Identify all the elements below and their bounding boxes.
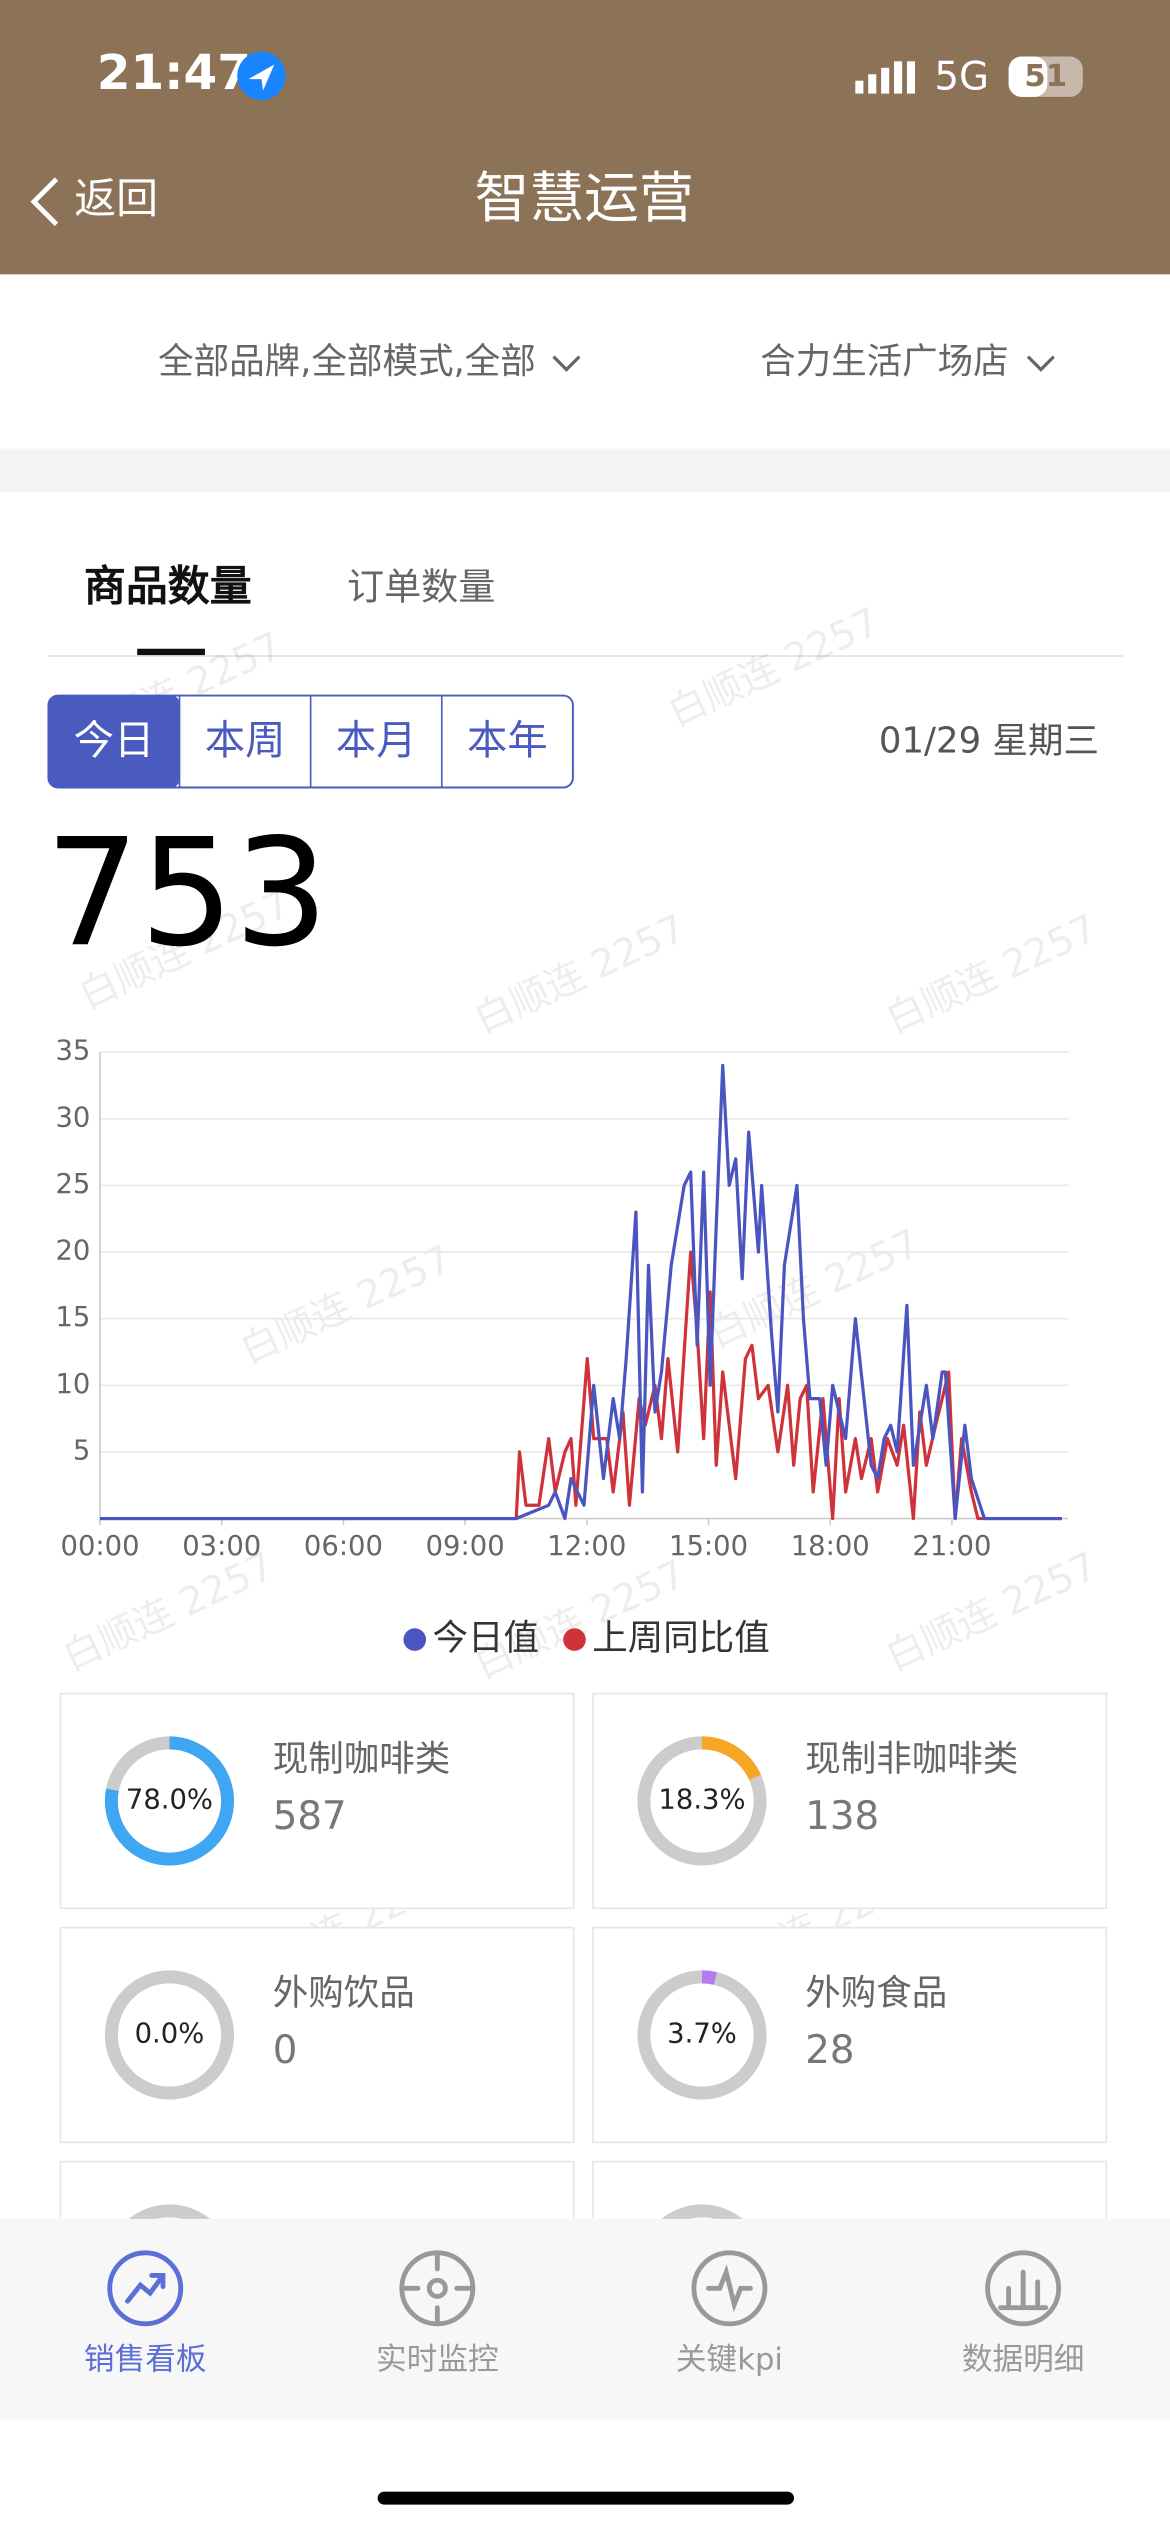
nav-glyph	[426, 2277, 448, 2299]
legend-label[interactable]: 今日值	[432, 1618, 539, 1659]
card-count: 0	[273, 2028, 298, 2073]
donut-label: 78.0%	[126, 1784, 213, 1815]
nav-icon[interactable]	[985, 2250, 1062, 2327]
card-name: 现制非咖啡类	[805, 1739, 1018, 1780]
x-tick-label: 06:00	[304, 1531, 383, 1562]
donut-arc	[637, 1970, 767, 2100]
y-tick-label: 20	[55, 1236, 90, 1267]
home-indicator	[377, 2491, 794, 2505]
y-tick-label: 30	[55, 1102, 90, 1133]
legend-label[interactable]: 上周同比值	[592, 1618, 770, 1659]
section-gap	[0, 448, 1170, 493]
series-line	[100, 1063, 1062, 1521]
brand-filter[interactable]: 全部品牌,全部模式,全部	[158, 341, 536, 382]
nav-label[interactable]: 实时监控	[376, 2342, 499, 2377]
x-tick-label: 12:00	[547, 1531, 626, 1562]
x-tick-label: 21:00	[912, 1531, 991, 1562]
tab-bar-cover	[0, 2218, 1170, 2421]
page-title: 智慧运营	[474, 166, 693, 230]
category-card	[592, 1926, 1108, 2144]
card-count: 138	[805, 1794, 879, 1839]
period-button[interactable]: 今日	[74, 717, 155, 764]
period-active	[48, 695, 180, 788]
dropdown-chevron[interactable]	[552, 355, 581, 372]
nav-icon[interactable]	[107, 2250, 184, 2327]
nav-glyph	[706, 2264, 753, 2313]
tab-underline	[137, 648, 205, 656]
network-label: 5G	[934, 55, 989, 100]
period-button[interactable]: 本月	[336, 717, 417, 764]
total-value: 753	[45, 807, 328, 980]
date-label: 01/29 星期三	[879, 720, 1099, 761]
x-tick-label: 03:00	[182, 1531, 261, 1562]
donut-arc	[637, 1736, 767, 1866]
donut-track	[104, 1970, 234, 2100]
x-tick-label: 00:00	[61, 1531, 140, 1562]
legend-marker	[563, 1628, 586, 1651]
nav-glyph	[125, 2272, 166, 2304]
y-tick-label: 35	[55, 1036, 90, 1067]
tab-active[interactable]: 商品数量	[84, 562, 252, 611]
category-card	[59, 1926, 575, 2144]
donut-label: 0.0%	[135, 2018, 205, 2049]
battery-label: 51	[1024, 59, 1067, 94]
series-line	[100, 1250, 1062, 1521]
dropdown-chevron[interactable]	[1026, 355, 1055, 372]
card-count: 28	[805, 2028, 854, 2073]
nav-label[interactable]: 关键kpi	[676, 2342, 783, 2377]
status-time: 21:47	[97, 45, 251, 101]
store-filter[interactable]: 合力生活广场店	[760, 341, 1009, 382]
location-arrow	[248, 64, 275, 91]
x-tick-label: 09:00	[426, 1531, 505, 1562]
category-card	[592, 1692, 1108, 1910]
x-tick-label: 15:00	[669, 1531, 748, 1562]
x-tick-label: 18:00	[791, 1531, 870, 1562]
legend-marker	[403, 1628, 427, 1651]
battery-level	[1008, 56, 1048, 97]
y-tick-label: 10	[55, 1369, 90, 1400]
card-name: 外购食品	[805, 1973, 947, 2014]
period-button[interactable]: 本周	[205, 717, 286, 764]
donut-arc	[104, 1736, 234, 1866]
back-chevron[interactable]	[30, 177, 59, 227]
donut-label: 18.3%	[658, 1784, 745, 1815]
card-name: 现制咖啡类	[273, 1739, 451, 1780]
y-tick-label: 5	[73, 1435, 90, 1466]
tab[interactable]: 订单数量	[347, 566, 495, 609]
period-button[interactable]: 本年	[467, 717, 548, 764]
category-card	[59, 1692, 575, 1910]
nav-label[interactable]: 数据明细	[962, 2342, 1085, 2377]
donut-label: 3.7%	[667, 2018, 737, 2049]
y-tick-label: 25	[55, 1169, 90, 1200]
nav-icon[interactable]	[691, 2250, 768, 2327]
signal-icon	[855, 61, 916, 94]
card-name: 外购饮品	[273, 1973, 415, 2014]
nav-glyph	[399, 2250, 476, 2327]
y-tick-label: 15	[55, 1302, 90, 1333]
header	[0, 0, 1170, 275]
back-button[interactable]: 返回	[74, 174, 158, 223]
nav-glyph	[998, 2269, 1049, 2311]
nav-label[interactable]: 销售看板	[84, 2342, 207, 2377]
card-count: 587	[273, 1794, 347, 1839]
